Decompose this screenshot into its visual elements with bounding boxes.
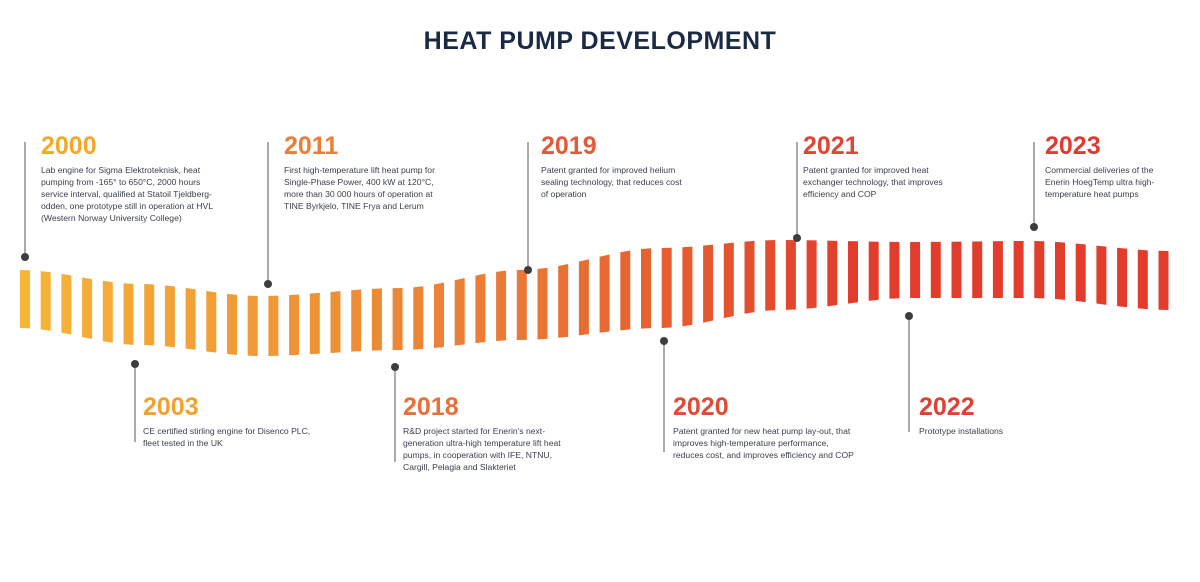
wave-stripe xyxy=(413,286,424,350)
wave-stripe xyxy=(61,273,72,335)
milestone-description: Lab engine for Sigma Elektroteknisk, hea… xyxy=(41,165,213,223)
wave-stripe xyxy=(434,282,444,349)
milestone-description: Patent granted for new heat pump lay-out… xyxy=(673,426,854,460)
milestone-description: R&D project started for Enerin's next-ge… xyxy=(403,426,561,472)
wave-stripe xyxy=(1034,241,1045,299)
wave-stripe xyxy=(641,248,651,329)
wave-stripe xyxy=(785,240,796,310)
milestone-year: 2011 xyxy=(284,132,339,160)
milestone-year: 2021 xyxy=(803,132,859,160)
wave-stripe xyxy=(889,241,900,299)
wave-stripe xyxy=(910,241,921,298)
wave-stripe xyxy=(371,288,382,351)
wave-stripe xyxy=(309,292,320,355)
wave-stripe xyxy=(40,271,51,331)
milestone-year: 2020 xyxy=(673,393,729,421)
milestone-marker xyxy=(264,280,272,288)
milestone-year: 2023 xyxy=(1045,132,1101,160)
milestone-2019: 2019 Patent granted for improved helium … xyxy=(525,133,715,213)
wave-stripe xyxy=(206,290,217,353)
milestone-marker xyxy=(660,337,668,345)
milestone-year: 2003 xyxy=(143,393,199,421)
wave-stripe xyxy=(185,287,196,350)
milestone-2011: 2011 First high-temperature lift heat pu… xyxy=(268,133,458,213)
wave-stripe xyxy=(661,247,672,328)
milestone-2020: 2020 Patent granted for new heat pump la… xyxy=(665,394,865,474)
wave-stripe xyxy=(20,270,30,329)
milestone-2021: 2021 Patent granted for improved heat ex… xyxy=(787,133,977,213)
wave-stripe xyxy=(82,277,93,340)
milestone-marker xyxy=(131,360,139,368)
wave-stripe xyxy=(806,240,817,309)
wave-stripe xyxy=(1075,243,1086,303)
wave-stripe xyxy=(123,283,134,345)
wave-stripe xyxy=(496,270,507,342)
milestone-year: 2000 xyxy=(41,132,97,160)
wave-stripe xyxy=(578,259,589,336)
wave-stripe xyxy=(599,254,610,333)
milestone-marker xyxy=(793,234,801,242)
wave-stripe xyxy=(703,244,714,323)
wave-stripe xyxy=(930,241,941,298)
page-title: HEAT PUMP DEVELOPMENT xyxy=(423,27,777,55)
wave-stripe xyxy=(247,295,258,356)
milestone-marker xyxy=(524,266,532,274)
milestone-description: Prototype installations xyxy=(919,426,1004,436)
milestone-marker xyxy=(905,312,913,320)
wave-stripe xyxy=(289,294,300,356)
wave-stripe xyxy=(1137,249,1148,310)
wave-stripe xyxy=(351,289,362,352)
wave-stripe xyxy=(102,280,113,343)
wave-stripe xyxy=(1158,250,1169,310)
wave-stripe xyxy=(1096,245,1107,305)
milestone-year: 2018 xyxy=(403,393,459,421)
wave-stripe xyxy=(765,240,776,311)
wave-stripe xyxy=(682,246,693,327)
milestone-2003: 2003 CE certified stirling engine for Di… xyxy=(135,394,335,464)
wave-stripe xyxy=(951,241,962,298)
wave-stripe xyxy=(868,241,879,301)
milestone-marker xyxy=(21,253,29,261)
milestone-description: First high-temperature lift heat pump fo… xyxy=(284,165,435,211)
milestone-2022: 2022 Prototype installations xyxy=(911,394,1071,454)
wave-stripe xyxy=(992,241,1003,298)
wave-stripe xyxy=(848,241,858,304)
wave-stripe xyxy=(164,285,175,348)
milestone-2023: 2023 Commercial deliveries of the Enerin… xyxy=(1029,133,1194,213)
wave-stripe xyxy=(744,240,755,314)
wave-stripe xyxy=(827,240,838,307)
wave-stripe xyxy=(392,287,403,351)
milestone-2018: 2018 R&D project started for Enerin's ne… xyxy=(395,394,595,474)
wave-stripe xyxy=(1013,241,1024,298)
wave-stripe xyxy=(723,242,734,319)
milestone-description: Patent granted for improved helium seali… xyxy=(541,165,682,199)
milestone-description: Commercial deliveries of the Enerin Hoeg… xyxy=(1045,165,1155,199)
wave-stripe xyxy=(475,273,486,344)
wave-stripe xyxy=(558,263,569,338)
milestone-year: 2022 xyxy=(919,393,975,421)
milestone-year: 2019 xyxy=(541,132,597,160)
wave-stripe xyxy=(268,295,279,356)
wave-stripe xyxy=(330,291,341,353)
wave-stripe xyxy=(620,250,631,331)
milestone-marker xyxy=(1030,223,1038,231)
wave-stripe xyxy=(144,284,155,346)
wave-stripe xyxy=(227,293,237,355)
wave-stripe xyxy=(972,241,983,298)
wave-stripe xyxy=(516,269,527,341)
wave-stripe xyxy=(454,277,465,346)
milestone-description: Patent granted for improved heat exchang… xyxy=(803,165,943,199)
wave-stripe xyxy=(1055,241,1065,300)
milestone-marker xyxy=(391,363,399,371)
wave-stripe xyxy=(537,267,548,340)
milestone-description: CE certified stirling engine for Disenco… xyxy=(143,426,311,448)
milestone-2000: 2000 Lab engine for Sigma Elektroteknisk… xyxy=(25,133,225,223)
wave-stripe xyxy=(1117,247,1128,308)
